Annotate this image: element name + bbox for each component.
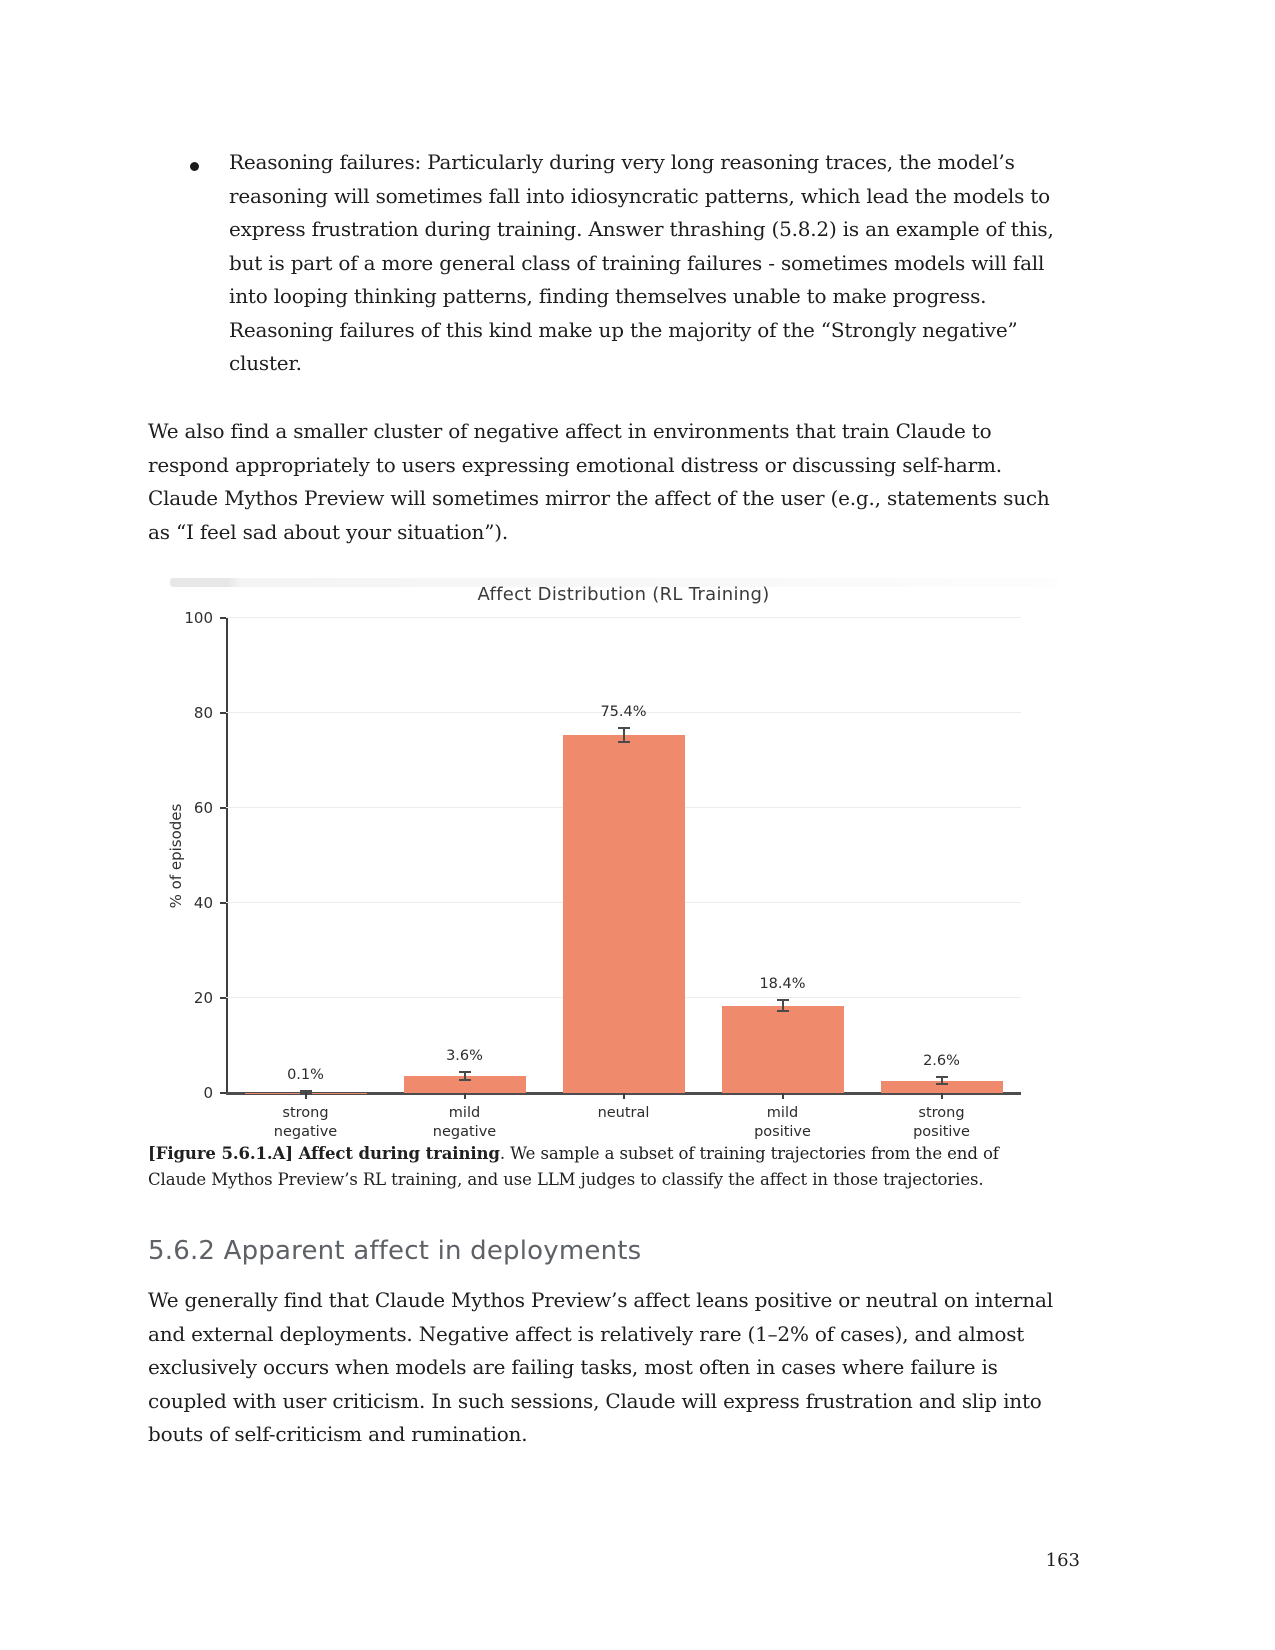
y-tick-label-20: 20 xyxy=(193,989,213,1007)
y-tick-mark-40 xyxy=(220,902,226,904)
error-bar-cap xyxy=(458,1071,471,1074)
error-bar xyxy=(622,728,625,742)
gridline-80 xyxy=(226,712,1021,713)
value-label: 2.6% xyxy=(923,1052,960,1069)
x-category-label-line: strong xyxy=(282,1105,329,1121)
error-bar-cap xyxy=(776,1010,789,1013)
figure-caption-text: . We sample a subset of training traject… xyxy=(148,1144,999,1189)
x-category-label: mild positive xyxy=(703,1104,862,1142)
y-tick-mark-60 xyxy=(220,807,226,809)
value-label: 75.4% xyxy=(600,704,647,721)
x-category-label-line: positive xyxy=(913,1124,970,1140)
x-category-label: neutral xyxy=(544,1104,703,1123)
x-tick-mark xyxy=(940,1093,943,1099)
x-category-label-line: negative xyxy=(432,1124,497,1140)
value-label: 0.1% xyxy=(287,1067,324,1084)
x-category-label-line: neutral xyxy=(597,1105,650,1121)
error-bar xyxy=(463,1072,466,1080)
bar-mild-negative xyxy=(403,1075,526,1093)
error-bar-cap xyxy=(935,1075,948,1078)
y-tick-mark-80 xyxy=(220,712,226,714)
bar-mild-positive xyxy=(721,1005,844,1093)
x-category-label-line: strong xyxy=(918,1105,965,1121)
value-label: 3.6% xyxy=(446,1048,483,1065)
y-tick-mark-0 xyxy=(220,1092,226,1094)
x-tick-mark xyxy=(622,1093,625,1099)
paragraph-deployments: We generally find that Claude Mythos Pre… xyxy=(148,1288,1053,1446)
figure-top-edge xyxy=(170,578,1058,587)
y-tick-label-40: 40 xyxy=(193,894,213,912)
error-bar-cap xyxy=(776,998,789,1001)
value-label: 18.4% xyxy=(759,975,806,992)
gridline-100 xyxy=(226,617,1021,618)
error-bar xyxy=(940,1076,943,1085)
y-tick-mark-20 xyxy=(220,997,226,999)
y-tick-label-0: 0 xyxy=(203,1084,213,1102)
error-bar-cap xyxy=(617,740,630,743)
bar-neutral xyxy=(562,734,685,1093)
x-category-label: strong positive xyxy=(862,1104,1021,1142)
bullet-item-reasoning-failures: Reasoning failures: Particularly during … xyxy=(229,150,1054,375)
x-tick-mark xyxy=(304,1093,307,1099)
y-axis-label: % of episodes xyxy=(167,803,185,908)
error-bar-cap xyxy=(617,727,630,730)
page-number: 163 xyxy=(1045,1550,1080,1571)
x-category-label-line: negative xyxy=(273,1124,338,1140)
y-tick-label-100: 100 xyxy=(184,609,213,627)
figure-caption-label: [Figure 5.6.1.A] Affect during training xyxy=(148,1144,500,1163)
y-tick-mark-100 xyxy=(220,617,226,619)
bullet-icon xyxy=(190,162,199,171)
y-tick-label-80: 80 xyxy=(193,704,213,722)
bar-strong-positive xyxy=(880,1080,1003,1093)
x-tick-mark xyxy=(463,1093,466,1099)
paragraph-negative-affect: We also find a smaller cluster of negati… xyxy=(148,419,1050,544)
y-axis-line xyxy=(226,618,228,1093)
figure-caption: [Figure 5.6.1.A] Affect during training.… xyxy=(148,1141,1038,1192)
section-heading: 5.6.2 Apparent affect in deployments xyxy=(148,1236,642,1266)
x-category-label-line: mild xyxy=(448,1105,481,1121)
plot-area: % of episodes 0 20 40 60 80 100 0.1% strong nega… xyxy=(167,609,1021,1140)
error-bar-cap xyxy=(299,1090,312,1093)
chart-title: Affect Distribution (RL Training) xyxy=(477,584,770,605)
x-tick-mark xyxy=(781,1093,784,1099)
error-bar-cap xyxy=(458,1078,471,1081)
x-category-label: mild negative xyxy=(385,1104,544,1142)
y-tick-label-60: 60 xyxy=(193,799,213,817)
x-category-label-line: mild xyxy=(766,1105,799,1121)
x-category-label: strong negative xyxy=(226,1104,385,1142)
x-category-label-line: positive xyxy=(754,1124,811,1140)
error-bar-cap xyxy=(935,1083,948,1086)
error-bar xyxy=(781,999,784,1012)
